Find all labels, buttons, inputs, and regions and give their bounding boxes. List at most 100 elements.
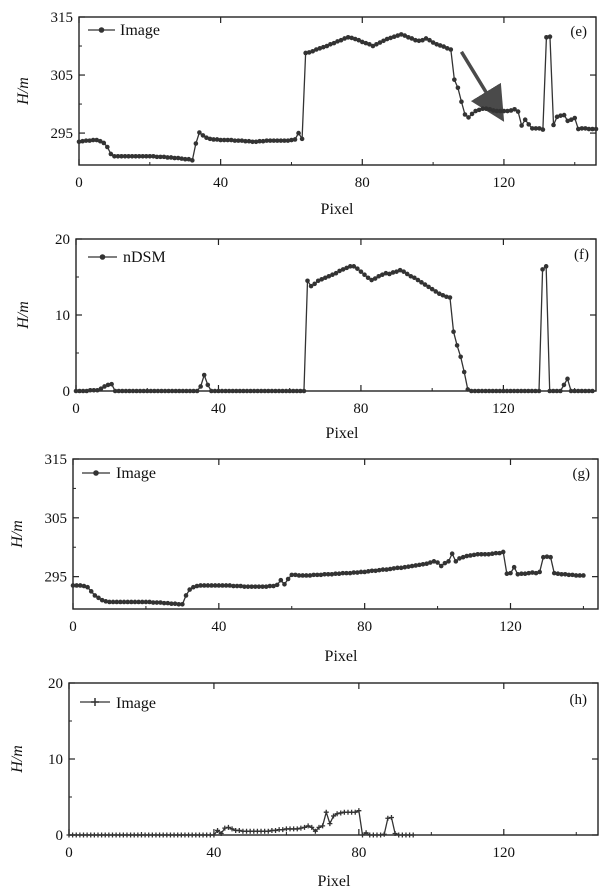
data-point-e-137 xyxy=(561,112,567,118)
data-point-g-77 xyxy=(351,570,357,575)
data-point-f-85 xyxy=(376,273,382,279)
data-point-f-42 xyxy=(223,388,228,394)
data-point-g-78 xyxy=(355,570,360,575)
data-point-f-135 xyxy=(554,388,560,394)
data-point-e-46 xyxy=(239,138,245,143)
data-point-e-87 xyxy=(384,36,390,42)
data-point-f-97 xyxy=(419,280,424,285)
data-point-e-81 xyxy=(363,40,369,46)
data-point-e-102 xyxy=(437,43,443,48)
data-point-f-81 xyxy=(362,272,367,278)
y-axis-g: 295 305 315 xyxy=(45,452,598,586)
data-point-g-60 xyxy=(289,572,295,578)
data-point-g-15 xyxy=(125,599,130,605)
data-point-e-131 xyxy=(540,127,546,132)
data-point-g-63 xyxy=(300,573,305,578)
data-point-g-136 xyxy=(566,572,572,578)
data-point-h-71 xyxy=(323,809,329,815)
data-point-g-58 xyxy=(282,581,287,587)
data-point-f-131 xyxy=(540,267,545,272)
data-point-g-11 xyxy=(110,599,116,605)
data-point-g-10 xyxy=(107,599,112,605)
data-point-f-68 xyxy=(315,278,321,284)
panel-label-e: (e) xyxy=(570,24,587,40)
data-point-g-37 xyxy=(205,583,211,588)
data-point-g-105 xyxy=(453,559,459,564)
data-point-f-54 xyxy=(266,388,271,394)
y-axis-e: 295 305 315 xyxy=(51,10,596,142)
y-tick-label-f-2: 20 xyxy=(55,232,70,248)
data-point-f-104 xyxy=(444,294,449,300)
data-point-h-73 xyxy=(331,813,336,819)
data-point-g-14 xyxy=(121,599,127,605)
data-point-f-2 xyxy=(80,388,86,394)
data-point-g-26 xyxy=(165,600,171,606)
y-tick-label-f-0: 0 xyxy=(63,384,71,400)
data-point-g-109 xyxy=(468,553,473,558)
data-point-e-34 xyxy=(197,130,202,135)
data-point-e-85 xyxy=(377,40,383,45)
data-point-e-10 xyxy=(112,153,117,159)
data-point-e-30 xyxy=(182,156,188,162)
data-point-f-69 xyxy=(319,276,325,282)
data-point-h-88 xyxy=(385,815,391,821)
data-point-e-90 xyxy=(395,33,400,38)
data-point-f-100 xyxy=(429,286,435,292)
data-point-g-122 xyxy=(515,571,521,577)
data-point-g-30 xyxy=(180,601,185,607)
legend-label-g: Image xyxy=(116,465,156,482)
data-point-g-44 xyxy=(231,583,236,589)
data-point-f-113 xyxy=(476,388,481,394)
data-point-e-12 xyxy=(119,153,124,159)
y-tick-label-e-2: 315 xyxy=(51,10,74,26)
data-point-e-66 xyxy=(310,48,316,54)
data-point-g-137 xyxy=(570,572,575,578)
data-point-g-22 xyxy=(150,600,156,605)
data-point-g-0 xyxy=(70,583,76,588)
data-point-e-93 xyxy=(406,35,411,40)
data-point-f-58 xyxy=(280,388,285,394)
data-point-f-80 xyxy=(358,269,364,274)
data-point-e-23 xyxy=(158,154,163,160)
data-point-e-19 xyxy=(143,153,149,159)
data-point-e-118 xyxy=(494,108,500,114)
data-point-e-116 xyxy=(487,106,493,112)
data-point-e-140 xyxy=(572,115,578,121)
data-point-e-57 xyxy=(278,138,284,143)
data-point-f-49 xyxy=(248,388,253,394)
data-point-g-53 xyxy=(263,584,269,589)
data-point-e-67 xyxy=(313,47,319,52)
panel-label-h: (h) xyxy=(570,692,588,708)
legend-label-f: nDSM xyxy=(123,249,166,266)
data-point-e-128 xyxy=(529,126,535,131)
data-point-g-123 xyxy=(519,571,524,577)
data-point-e-82 xyxy=(367,41,372,47)
data-point-g-5 xyxy=(88,589,94,594)
series-line-e-0 xyxy=(78,33,596,162)
data-point-g-138 xyxy=(573,573,579,578)
series-line-g-0 xyxy=(73,551,584,605)
data-point-e-14 xyxy=(126,153,131,159)
data-point-g-55 xyxy=(271,583,276,589)
data-point-g-117 xyxy=(497,550,502,556)
data-point-f-45 xyxy=(233,388,239,394)
data-point-h-79 xyxy=(352,809,358,815)
data-point-g-7 xyxy=(96,595,101,601)
data-point-e-100 xyxy=(430,40,436,45)
legend-marker-h xyxy=(91,698,99,706)
data-point-h-95 xyxy=(410,832,416,838)
data-point-f-22 xyxy=(152,388,157,394)
data-point-f-70 xyxy=(323,275,328,281)
data-point-f-55 xyxy=(269,388,275,394)
y-tick-label-h-0: 0 xyxy=(56,828,64,844)
data-point-e-80 xyxy=(359,39,365,45)
data-point-e-83 xyxy=(370,43,376,49)
data-point-h-43 xyxy=(222,825,228,831)
data-point-g-84 xyxy=(376,567,382,573)
data-point-f-111 xyxy=(469,388,474,394)
data-point-f-108 xyxy=(458,354,463,360)
data-point-h-64 xyxy=(298,825,304,831)
data-point-f-141 xyxy=(575,388,581,394)
data-point-f-74 xyxy=(337,268,342,274)
data-point-f-91 xyxy=(397,267,403,273)
